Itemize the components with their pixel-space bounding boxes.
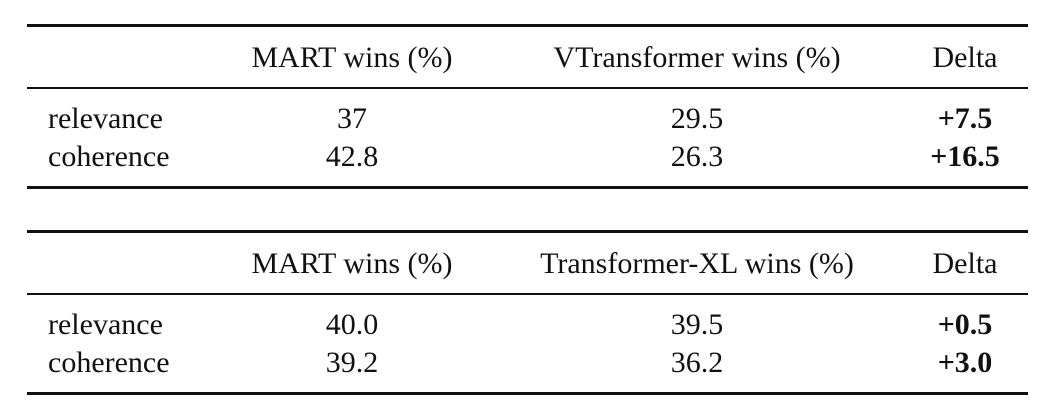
delta-cell: +3.0	[937, 346, 993, 379]
top-rule	[27, 24, 1028, 27]
value-cell: 39.2	[325, 346, 379, 379]
delta-cell: +16.5	[930, 140, 1000, 173]
column-header: Delta	[932, 41, 998, 74]
bottom-rule	[27, 392, 1028, 395]
value-cell: 29.5	[670, 102, 724, 135]
row-label: relevance	[48, 102, 163, 135]
delta-cell: +0.5	[937, 308, 993, 341]
row-label: coherence	[48, 140, 170, 173]
top-rule	[27, 230, 1028, 233]
column-header: Delta	[932, 247, 998, 280]
column-header: MART wins (%)	[251, 41, 453, 74]
value-cell: 39.5	[670, 308, 724, 341]
bottom-rule	[27, 186, 1028, 189]
column-header: VTransformer wins (%)	[553, 41, 841, 74]
value-cell: 36.2	[670, 346, 724, 379]
value-cell: 26.3	[670, 140, 724, 173]
delta-cell: +7.5	[937, 102, 993, 135]
column-header: MART wins (%)	[251, 247, 453, 280]
value-cell: 42.8	[325, 140, 379, 173]
mid-rule	[27, 87, 1028, 89]
column-header: Transformer-XL wins (%)	[540, 247, 854, 280]
value-cell: 40.0	[325, 308, 379, 341]
row-label: relevance	[48, 308, 163, 341]
row-label: coherence	[48, 346, 170, 379]
value-cell: 37	[337, 102, 367, 135]
mid-rule	[27, 293, 1028, 295]
